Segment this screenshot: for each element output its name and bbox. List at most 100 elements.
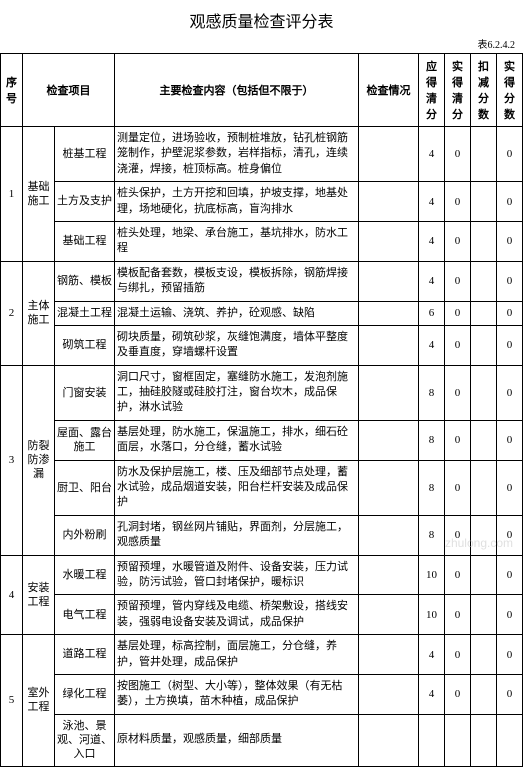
- content-cell: 混凝土运输、浇筑、养护，砼观感、缺陷: [115, 301, 359, 325]
- status-cell: [359, 127, 419, 182]
- score-cell: [471, 460, 497, 515]
- table-row: 屋面、露台施工基层处理，防水施工，保温施工，排水，细石砼面层，水落口，分仓缝，蓄…: [1, 420, 523, 460]
- seq-cell: 4: [1, 555, 23, 635]
- content-cell: 预留预埋，管内穿线及电缆、桥架敷设，搭线安装，强弱电设备安装及调试，成品保护: [115, 595, 359, 635]
- score-cell: 8: [419, 460, 445, 515]
- item-cell: 混凝土工程: [55, 301, 115, 325]
- table-row: 泳池、景观、河道、入口原材料质量，观感质量，细部质量: [1, 714, 523, 766]
- content-cell: 模板配备套数，模板支设，模板拆除，钢筋焊接与绑扎，预留插筋: [115, 261, 359, 301]
- status-cell: [359, 325, 419, 365]
- score-cell: [471, 555, 497, 595]
- inspection-table: 序号 检查项目 主要检查内容（包括但不限于） 检查情况 应得清分 实得清分 扣减…: [0, 53, 523, 767]
- item-cell: 屋面、露台施工: [55, 420, 115, 460]
- score-cell: 0: [445, 182, 471, 222]
- score-cell: 0: [497, 182, 523, 222]
- table-row: 电气工程预留预埋，管内穿线及电缆、桥架敷设，搭线安装，强弱电设备安装及调试，成品…: [1, 595, 523, 635]
- item-cell: 泳池、景观、河道、入口: [55, 714, 115, 766]
- table-row: 5室外工程道路工程基层处理，标高控制，面层施工，分仓缝，养护，管井处理，成品保护…: [1, 635, 523, 675]
- content-cell: 按图施工（树型、大小等），整体效果（有无枯萎），土方换填，苗木种植，成品保护: [115, 674, 359, 714]
- score-cell: [445, 714, 471, 766]
- score-cell: [419, 714, 445, 766]
- score-cell: 4: [419, 635, 445, 675]
- score-cell: 10: [419, 555, 445, 595]
- score-cell: 0: [497, 420, 523, 460]
- score-cell: 0: [497, 261, 523, 301]
- status-cell: [359, 420, 419, 460]
- header-project: 检查项目: [23, 54, 115, 127]
- item-cell: 厨卫、阳台: [55, 460, 115, 515]
- score-cell: [471, 420, 497, 460]
- score-cell: 4: [419, 325, 445, 365]
- table-row: 基础工程桩头处理，地梁、承台施工，基坑排水，防水工程400: [1, 221, 523, 261]
- header-final: 实得分数: [497, 54, 523, 127]
- content-cell: 桩头保护，土方开挖和回填，护坡支撑，地基处理，场地硬化，抗底标高，盲沟排水: [115, 182, 359, 222]
- project-cell: 防裂防渗漏: [23, 365, 55, 555]
- item-cell: 绿化工程: [55, 674, 115, 714]
- score-cell: 0: [445, 301, 471, 325]
- score-cell: [471, 261, 497, 301]
- item-cell: 钢筋、模板: [55, 261, 115, 301]
- score-cell: [471, 127, 497, 182]
- content-cell: 洞口尺寸，窗框固定，塞缝防水施工，发泡剂施工，抽硅胶隧或硅胶打注，窗台坎木，成品…: [115, 365, 359, 420]
- score-cell: 0: [497, 635, 523, 675]
- project-cell: 安装工程: [23, 555, 55, 635]
- page-title: 观感质量检查评分表: [0, 0, 523, 36]
- table-code: 表6.2.4.2: [0, 36, 523, 53]
- table-row: 土方及支护桩头保护，土方开挖和回填，护坡支撑，地基处理，场地硬化，抗底标高，盲沟…: [1, 182, 523, 222]
- table-row: 3防裂防渗漏门窗安装洞口尺寸，窗框固定，塞缝防水施工，发泡剂施工，抽硅胶隧或硅胶…: [1, 365, 523, 420]
- score-cell: 4: [419, 221, 445, 261]
- status-cell: [359, 555, 419, 595]
- header-content: 主要检查内容（包括但不限于）: [115, 54, 359, 127]
- seq-cell: 1: [1, 127, 23, 262]
- status-cell: [359, 714, 419, 766]
- content-cell: 预留预埋，水暖管道及附件、设备安装，压力试验，防污试验，管口封堵保护，暖标识: [115, 555, 359, 595]
- score-cell: 0: [445, 460, 471, 515]
- project-cell: 室外工程: [23, 635, 55, 766]
- header-status: 检查情况: [359, 54, 419, 127]
- status-cell: [359, 460, 419, 515]
- table-row: 混凝土工程混凝土运输、浇筑、养护，砼观感、缺陷600: [1, 301, 523, 325]
- score-cell: 0: [445, 325, 471, 365]
- item-cell: 桩基工程: [55, 127, 115, 182]
- status-cell: [359, 595, 419, 635]
- table-row: 4安装工程水暖工程预留预埋，水暖管道及附件、设备安装，压力试验，防污试验，管口封…: [1, 555, 523, 595]
- score-cell: [471, 221, 497, 261]
- score-cell: 0: [497, 301, 523, 325]
- content-cell: 基层处理，标高控制，面层施工，分仓缝，养护，管井处理，成品保护: [115, 635, 359, 675]
- status-cell: [359, 515, 419, 555]
- score-cell: 0: [497, 555, 523, 595]
- content-cell: 砌块质量，砌筑砂浆，灰缝饱满度，墙体平整度及垂直度，穿墙螺杆设置: [115, 325, 359, 365]
- content-cell: 防水及保护层施工，楼、压及细部节点处理，蓄水试验，成品烟道安装，阳台栏杆安装及成…: [115, 460, 359, 515]
- score-cell: 10: [419, 595, 445, 635]
- header-seq: 序号: [1, 54, 23, 127]
- score-cell: 6: [419, 301, 445, 325]
- score-cell: 4: [419, 674, 445, 714]
- seq-cell: 2: [1, 261, 23, 365]
- score-cell: [471, 595, 497, 635]
- score-cell: 4: [419, 127, 445, 182]
- score-cell: 8: [419, 420, 445, 460]
- status-cell: [359, 261, 419, 301]
- status-cell: [359, 635, 419, 675]
- table-row: 绿化工程按图施工（树型、大小等），整体效果（有无枯萎），土方换填，苗木种植，成品…: [1, 674, 523, 714]
- table-row: 厨卫、阳台防水及保护层施工，楼、压及细部节点处理，蓄水试验，成品烟道安装，阳台栏…: [1, 460, 523, 515]
- seq-cell: 3: [1, 365, 23, 555]
- content-cell: 孔洞封堵，钢丝网片铺贴，界面剂，分层施工，观感质量: [115, 515, 359, 555]
- score-cell: 0: [445, 555, 471, 595]
- status-cell: [359, 221, 419, 261]
- score-cell: 0: [445, 420, 471, 460]
- header-should: 应得清分: [419, 54, 445, 127]
- item-cell: 电气工程: [55, 595, 115, 635]
- item-cell: 砌筑工程: [55, 325, 115, 365]
- score-cell: [471, 635, 497, 675]
- item-cell: 基础工程: [55, 221, 115, 261]
- seq-cell: 5: [1, 635, 23, 766]
- score-cell: 0: [497, 674, 523, 714]
- score-cell: 0: [445, 221, 471, 261]
- header-row: 序号 检查项目 主要检查内容（包括但不限于） 检查情况 应得清分 实得清分 扣减…: [1, 54, 523, 127]
- status-cell: [359, 674, 419, 714]
- score-cell: 0: [445, 674, 471, 714]
- watermark: zhulong.com: [445, 536, 513, 550]
- project-cell: 基础施工: [23, 127, 55, 262]
- score-cell: 0: [445, 635, 471, 675]
